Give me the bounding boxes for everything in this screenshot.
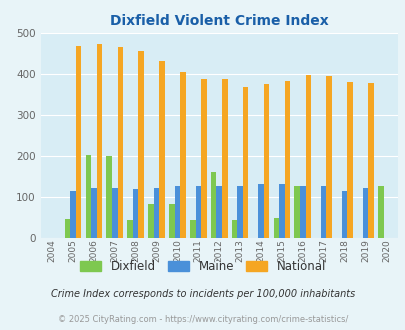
Bar xyxy=(174,186,180,238)
Bar xyxy=(200,79,206,238)
Bar xyxy=(326,76,331,238)
Bar xyxy=(258,183,263,238)
Bar xyxy=(237,186,242,238)
Bar xyxy=(284,81,290,238)
Bar xyxy=(148,204,153,238)
Bar xyxy=(138,51,144,238)
Bar xyxy=(195,186,200,238)
Bar xyxy=(362,188,367,238)
Bar xyxy=(64,219,70,238)
Bar xyxy=(231,220,237,238)
Bar xyxy=(216,186,222,238)
Text: © 2025 CityRating.com - https://www.cityrating.com/crime-statistics/: © 2025 CityRating.com - https://www.city… xyxy=(58,315,347,324)
Bar xyxy=(263,84,269,238)
Bar xyxy=(377,186,383,238)
Bar xyxy=(159,61,164,238)
Bar xyxy=(341,191,347,238)
Bar xyxy=(70,190,76,238)
Bar xyxy=(273,218,279,238)
Bar xyxy=(180,72,185,238)
Bar xyxy=(279,183,284,238)
Title: Dixfield Violent Crime Index: Dixfield Violent Crime Index xyxy=(110,14,328,28)
Bar xyxy=(367,82,373,238)
Legend: Dixfield, Maine, National: Dixfield, Maine, National xyxy=(77,257,328,277)
Bar xyxy=(76,46,81,238)
Bar xyxy=(294,186,299,238)
Bar xyxy=(117,47,123,238)
Bar xyxy=(242,87,248,238)
Bar xyxy=(153,188,159,238)
Bar xyxy=(210,172,216,238)
Bar xyxy=(106,156,112,238)
Bar xyxy=(91,188,96,238)
Bar xyxy=(299,186,305,238)
Bar xyxy=(112,188,117,238)
Bar xyxy=(347,82,352,238)
Bar xyxy=(168,204,174,238)
Bar xyxy=(190,220,195,238)
Bar xyxy=(132,189,138,238)
Bar xyxy=(127,220,132,238)
Bar xyxy=(305,75,310,238)
Bar xyxy=(85,154,91,238)
Bar xyxy=(320,186,326,238)
Bar xyxy=(96,44,102,238)
Bar xyxy=(222,79,227,238)
Text: Crime Index corresponds to incidents per 100,000 inhabitants: Crime Index corresponds to incidents per… xyxy=(51,289,354,299)
